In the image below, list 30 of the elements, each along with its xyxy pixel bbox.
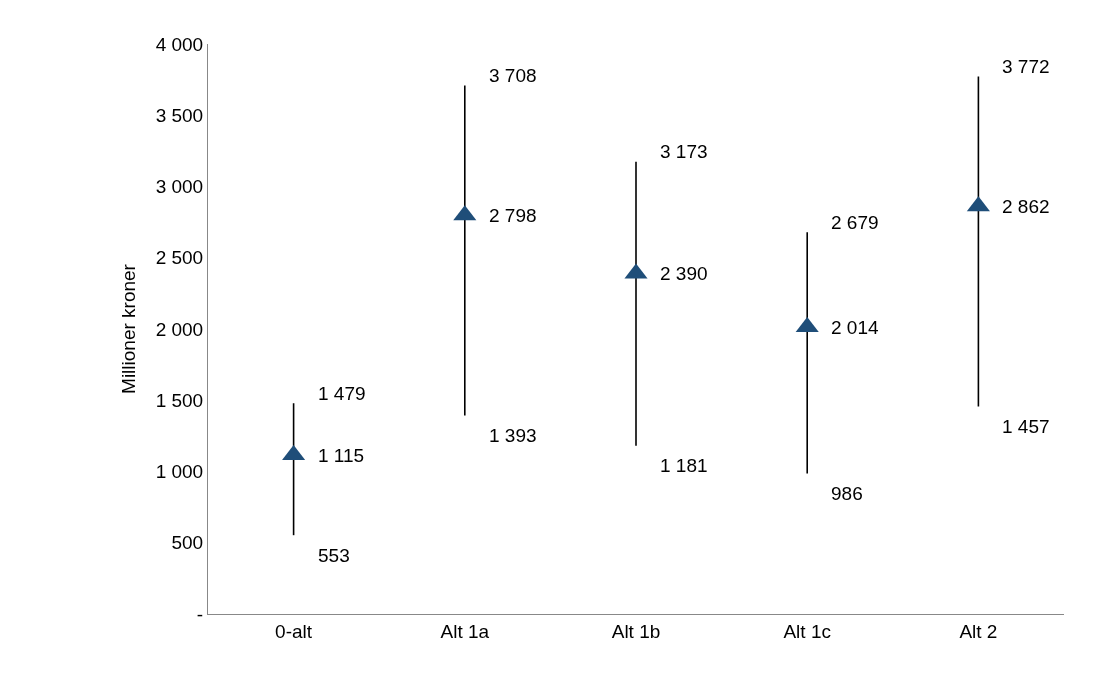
data-label: 2 798 [489,205,537,226]
x-tick-label: 0-alt [275,620,313,642]
annotation: 2 679 [831,212,879,233]
annotation: 1 457 [1002,416,1050,437]
annotation: 1 393 [489,425,537,446]
y-tick-label: 1 000 [155,461,204,483]
y-axis-title: Millioner kroner [117,263,139,394]
y-tick-label: 2 500 [155,247,204,269]
y-tick-label: - [196,603,204,625]
y-tick-label: 2 000 [155,318,204,340]
annotation: 986 [831,483,863,504]
y-tick-label: 500 [171,532,204,554]
data-label: 2 014 [831,317,879,338]
annotation: 553 [318,545,350,566]
x-tick-label: Alt 1c [783,620,831,642]
data-label: 1 115 [318,445,365,466]
annotation: 1 479 [318,383,366,404]
data-label: 2 390 [660,263,708,284]
x-tick-label: Alt 2 [959,620,998,642]
annotation: 3 708 [489,65,537,86]
y-tick-label: 3 000 [155,176,204,198]
annotation: 3 772 [1002,56,1050,77]
y-tick-label: 3 500 [155,104,204,126]
data-label: 2 862 [1002,196,1050,217]
y-tick-label: 4 000 [155,33,204,55]
annotation: 3 173 [660,141,708,162]
y-tick-label: 1 500 [155,389,204,411]
annotation: 1 181 [660,455,708,476]
x-tick-label: Alt 1b [611,620,661,642]
x-tick-label: Alt 1a [440,620,490,642]
